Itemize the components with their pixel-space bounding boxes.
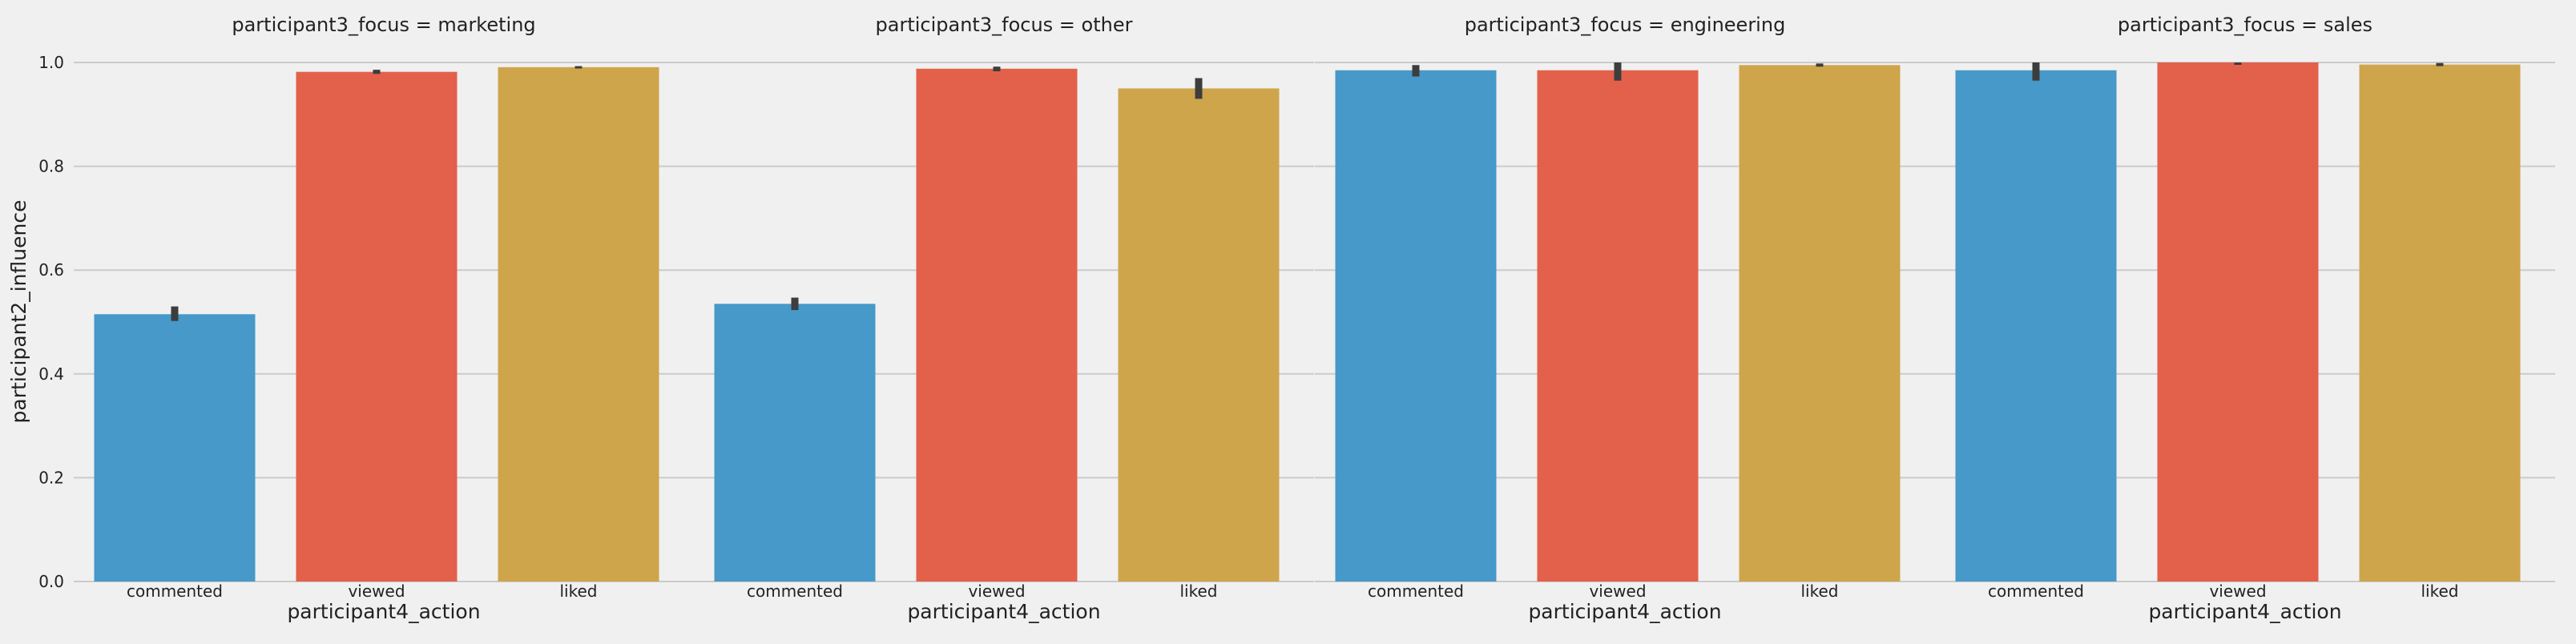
y-tick-label: 1.0 [38, 53, 64, 72]
bar-viewed [916, 68, 1078, 582]
x-tick-label: liked [1801, 582, 1839, 601]
bar-viewed [296, 71, 458, 582]
bar-viewed [1537, 70, 1699, 582]
x-tick-label: viewed [2209, 582, 2266, 601]
bar-commented [1955, 70, 2117, 582]
x-tick-label: liked [2421, 582, 2459, 601]
y-tick-label: 0.4 [38, 364, 64, 384]
y-tick-label: 0.2 [38, 468, 64, 487]
bar-commented [94, 314, 256, 582]
x-tick-label: viewed [348, 582, 405, 601]
y-tick-label: 0.6 [38, 260, 64, 280]
x-tick-label: commented [1368, 582, 1464, 601]
x-tick-label: commented [747, 582, 843, 601]
bar-commented [1335, 70, 1497, 582]
panel-title: participant3_focus = sales [2118, 14, 2372, 36]
panel-title: participant3_focus = other [876, 14, 1133, 36]
x-tick-label: viewed [1589, 582, 1646, 601]
bar-viewed [2157, 62, 2319, 582]
y-tick-label: 0.0 [38, 572, 64, 591]
x-tick-label: commented [127, 582, 223, 601]
bar-commented [714, 304, 876, 582]
x-tick-label: liked [560, 582, 598, 601]
panel-title: participant3_focus = marketing [232, 14, 535, 36]
x-axis-label: participant4_action [2148, 600, 2341, 623]
panel-title: participant3_focus = engineering [1465, 14, 1786, 36]
bar-liked [2359, 64, 2521, 582]
x-tick-label: commented [1988, 582, 2084, 601]
bar-liked [498, 66, 659, 582]
y-tick-label: 0.8 [38, 157, 64, 176]
bar-liked [1118, 88, 1280, 582]
x-axis-label: participant4_action [907, 600, 1100, 623]
x-axis-label: participant4_action [1528, 600, 1721, 623]
x-axis-label: participant4_action [287, 600, 480, 623]
x-tick-label: liked [1180, 582, 1218, 601]
y-axis-label: participant2_influence [7, 200, 30, 424]
x-tick-label: viewed [968, 582, 1025, 601]
bar-liked [1739, 65, 1901, 582]
